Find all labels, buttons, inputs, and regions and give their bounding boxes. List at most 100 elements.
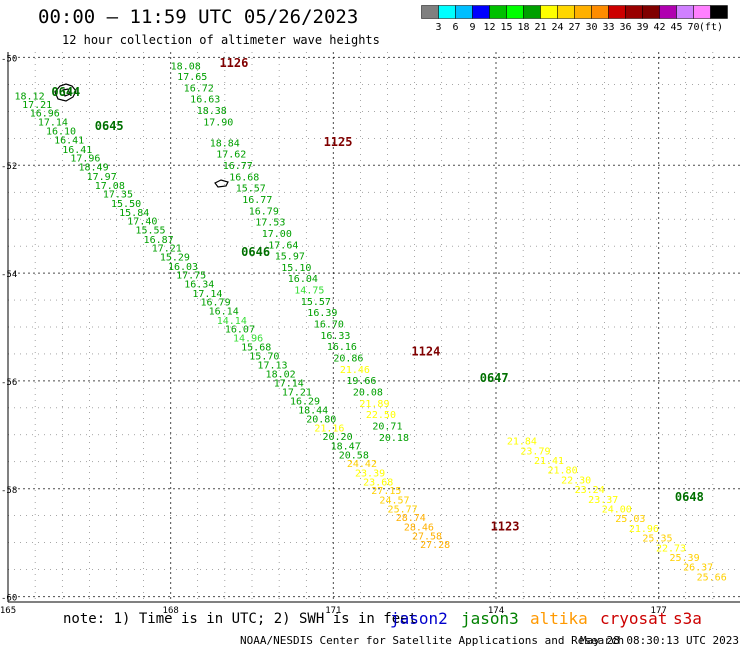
legend-swatch [676,5,694,19]
swh-value: 18.47 [331,441,361,452]
y-tick-label: -50 [1,54,17,64]
legend-swatch [472,5,490,19]
swh-value: 20.80 [306,414,336,425]
legend-swatch [523,5,541,19]
swh-value: 17.14 [274,378,304,389]
swh-value: 21.96 [629,524,659,535]
legend-label: 9 [469,22,475,33]
swh-value: 18.44 [298,405,328,416]
swh-value: 17.14 [38,117,68,128]
swh-value: 16.68 [229,172,259,183]
legend-swatch [642,5,660,19]
swh-value: 16.79 [249,206,279,217]
legend-swatch [693,5,711,19]
pass-time-label: 1126 [219,56,248,70]
swh-value: 21.41 [534,456,564,467]
swh-value: 15.57 [301,297,331,308]
swh-value: 20.71 [372,421,402,432]
pass-labels: 1126 1125 1124 1123 0644 0645 0646 0647 0648 [51,56,703,533]
y-tick-label: -60 [1,594,17,604]
swh-value: 17.14 [192,289,222,300]
swh-value: 16.34 [184,280,214,291]
swh-value: 21.46 [340,365,370,376]
swh-value: 24.42 [347,459,377,470]
swh-value: 16.10 [46,127,76,138]
mission-jason2-label: jason2 [390,609,448,628]
swh-value: 17.13 [257,361,287,372]
swh-value: 17.75 [176,270,206,281]
pass-time-label: 1123 [491,519,520,533]
track-0644-0646: 18.1217.2116.9617.1416.1016.4116.4117.96… [15,91,451,551]
pass-time-label: 0644 [51,85,80,99]
track-0647-0648: 21.8423.7921.4121.8022.3023.2423.3724.00… [507,437,727,584]
swh-value: 20.20 [322,432,352,443]
swh-value: 23.24 [575,485,605,496]
swh-value: 28.74 [396,513,426,524]
swh-value: 16.63 [190,95,220,106]
map-grid [7,52,740,602]
legend-swatch [591,5,609,19]
swh-value: 27.28 [420,540,450,551]
swh-value: 27.58 [412,531,442,542]
legend-label: 15 [500,22,512,33]
swh-value: 18.12 [15,91,45,102]
generated-timestamp: May 28 08:30:13 UTC 2023 [580,634,739,647]
legend-label: 12 [483,22,495,33]
swh-value: 15.68 [241,343,271,354]
legend-label: 33 [602,22,614,33]
swh-value: 20.58 [339,451,369,462]
legend-label: 21 [534,22,546,33]
swh-value: 28.46 [404,522,434,533]
swh-value: 17.21 [22,100,52,111]
legend-label: 42 [653,22,665,33]
swh-value: 23.37 [588,495,618,506]
pass-time-label: 0648 [675,490,704,504]
swh-value: 15.84 [119,208,149,219]
campbell-island-outline [214,179,229,188]
swh-value: 14.14 [217,316,247,327]
swh-value: 15.97 [275,252,305,263]
legend-swatch [438,5,456,19]
swh-value: 16.77 [223,161,253,172]
legend-label: 27 [568,22,580,33]
mission-s3a-label: s3a [673,609,702,628]
swh-value: 17.00 [262,229,292,240]
legend-swatch [540,5,558,19]
legend-swatch [574,5,592,19]
swh-value: 17.53 [255,218,285,229]
mission-altika-label: altika [530,609,588,628]
islands [54,83,229,188]
swh-value: 17.96 [70,153,100,164]
swh-value: 25.39 [670,553,700,564]
pass-time-label: 0645 [95,119,124,133]
swh-value: 21.89 [359,399,389,410]
swh-value: 26.37 [683,563,713,574]
swh-value: 16.79 [200,297,230,308]
footer-note: note: 1) Time is in UTC; 2) SWH is in fe… [63,611,418,627]
swh-value: 25.66 [697,572,727,583]
legend-label: 6 [452,22,458,33]
y-tick-label: -56 [1,378,17,388]
legend-label: 70 [687,22,699,33]
map-frame [7,52,740,603]
swh-value: 16.77 [242,195,272,206]
swh-value: 16.33 [320,331,350,342]
legend-label: 30 [585,22,597,33]
wave-height-legend: 3 6 9 12 15 18 21 24 27 30 33 36 39 42 45 70 (ft) [421,5,728,33]
swh-value: 27.15 [371,486,401,497]
y-tick-label: -54 [1,270,17,280]
swh-value: 17.40 [127,217,157,228]
y-tick-label: -58 [1,486,17,496]
swh-value: 23.79 [520,446,550,457]
altimeter-tracks: 18.1217.2116.9617.1416.1016.4116.4117.96… [15,61,727,583]
swh-value: 21.16 [314,424,344,435]
swh-value: 16.96 [30,109,60,120]
swh-value: 15.70 [249,351,279,362]
legend-label: 45 [670,22,682,33]
swh-value: 22.73 [656,543,686,554]
legend-swatch [421,5,439,19]
auckland-islands-outline [54,83,77,102]
